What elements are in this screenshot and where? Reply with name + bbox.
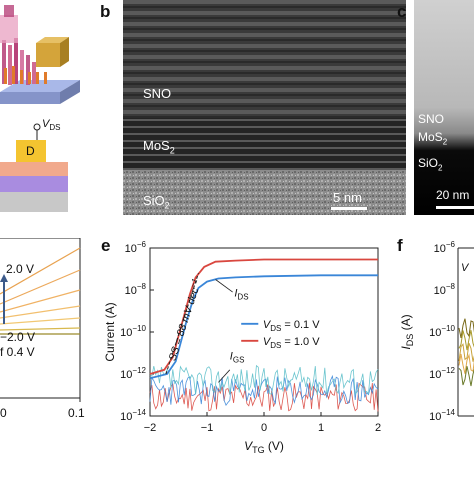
- y-tick-label-e: 10−10: [120, 324, 146, 339]
- layer-label-sio2-c: SiO2: [418, 156, 443, 173]
- legend-entry-e: VDS = 1.0 V: [263, 336, 320, 350]
- scalebar-text-c: 20 nm: [436, 188, 470, 202]
- x-tick-label-e: −2: [144, 422, 157, 434]
- series-vds-1v-curve: [149, 258, 378, 375]
- gold-electrode-side: [60, 37, 69, 67]
- x-tick-label-e: −1: [201, 422, 214, 434]
- igs-pointer: [218, 369, 231, 383]
- device-schematic: [0, 5, 80, 212]
- y-tick-label-e: 10−8: [125, 282, 147, 297]
- output-curves: [0, 247, 81, 335]
- ids-label: IDS: [234, 287, 248, 301]
- ss-annotation: SS = 88 mV dec−1: [165, 277, 204, 362]
- igs-label: IGS: [230, 350, 245, 364]
- f-trace: [458, 330, 474, 351]
- y-tick-label-e: 10−14: [120, 408, 146, 423]
- layer-label-mos2-b: MoS2: [143, 138, 175, 156]
- gold-electrode-top: [36, 37, 69, 43]
- vds-label: VDS: [42, 118, 61, 133]
- panel-label-b: b: [100, 2, 111, 21]
- panel-label-e: e: [101, 236, 111, 255]
- chart-e: 10−6 10−8 10−10 10−12 10−14−2 −1 0 1 2 Current (A…: [103, 240, 381, 455]
- x-tick-label-e: 2: [375, 422, 381, 434]
- tem-contrast-c: [414, 0, 474, 215]
- layer-label-sno-c: SNO: [418, 112, 445, 126]
- panel-d: 2.0 V −2.0 V f 0.4 V 0 0.1: [0, 237, 100, 474]
- nanowire-array: [0, 5, 36, 85]
- ids-pointer: [215, 279, 233, 293]
- panel-label-f: f: [397, 236, 403, 255]
- substrate-end: [60, 80, 80, 104]
- gate-current-trace: [149, 374, 379, 407]
- f-trace: [458, 353, 474, 374]
- gate-current-trace: [149, 364, 379, 396]
- scalebar-c: [436, 206, 474, 209]
- layer-label-mos2-c: MoS2: [418, 130, 448, 147]
- orange-pillars: [4, 66, 47, 84]
- series-vds-0.1v-curve: [149, 274, 378, 380]
- annot-step: f 0.4 V: [0, 345, 35, 359]
- layer-pink: [0, 162, 68, 176]
- legend-entry-e: VDS = 0.1 V: [263, 319, 320, 333]
- y-axis-label-f: IDS (A): [400, 314, 415, 349]
- tem-lattice-b: [123, 0, 406, 215]
- y-tick-label-f: 10−12: [429, 366, 455, 381]
- tem-image-c: SNO MoS2 SiO2 20 nm: [414, 0, 474, 215]
- d-xtick-0: 0: [0, 406, 7, 420]
- y-tick-label-f: 10−10: [429, 324, 455, 339]
- x-axis-label-e: VTG (V): [244, 439, 284, 455]
- y-tick-label-e: 10−12: [120, 366, 146, 381]
- tem-image-b: SNO MoS2 SiO2 5 nm: [123, 0, 406, 215]
- y-axis-label-e: Current (A): [103, 302, 117, 361]
- x-tick-label-e: 0: [261, 422, 267, 434]
- ss-dashed-line: [165, 273, 199, 375]
- layer-purple: [0, 176, 68, 192]
- layer-label-sio2-b: SiO2: [143, 193, 170, 211]
- y-tick-label-f: 10−6: [434, 240, 456, 255]
- scalebar-b: [331, 207, 367, 210]
- y-tick-label-f: 10−14: [429, 408, 455, 423]
- panel-d-plot: [0, 237, 81, 402]
- panel-label-c: c: [397, 2, 407, 21]
- d-xtick-1: 0.1: [68, 406, 85, 420]
- substrate-side: [0, 92, 60, 104]
- chart-f: 10−6 10−8 10−10 10−12 10−14 IDS (A) V: [400, 240, 474, 423]
- layer-label-sno-b: SNO: [143, 86, 172, 101]
- annot-2v: 2.0 V: [6, 262, 35, 276]
- x-tick-label-e: 1: [318, 422, 324, 434]
- layer-grey: [0, 192, 68, 212]
- gold-electrode: [36, 43, 60, 67]
- vds-partial-label-f: V: [461, 262, 470, 274]
- panel-a: VDS D: [0, 0, 95, 230]
- f-trace: [458, 318, 474, 338]
- drain-electrode: [16, 140, 46, 162]
- annot-minus-2v: −2.0 V: [0, 330, 36, 344]
- scalebar-text-b: 5 nm: [333, 190, 362, 205]
- f-trace: [458, 366, 474, 387]
- y-tick-label-f: 10−8: [434, 282, 456, 297]
- y-tick-label-e: 10−6: [125, 240, 147, 255]
- drain-label: D: [26, 144, 35, 158]
- f-trace: [458, 343, 474, 362]
